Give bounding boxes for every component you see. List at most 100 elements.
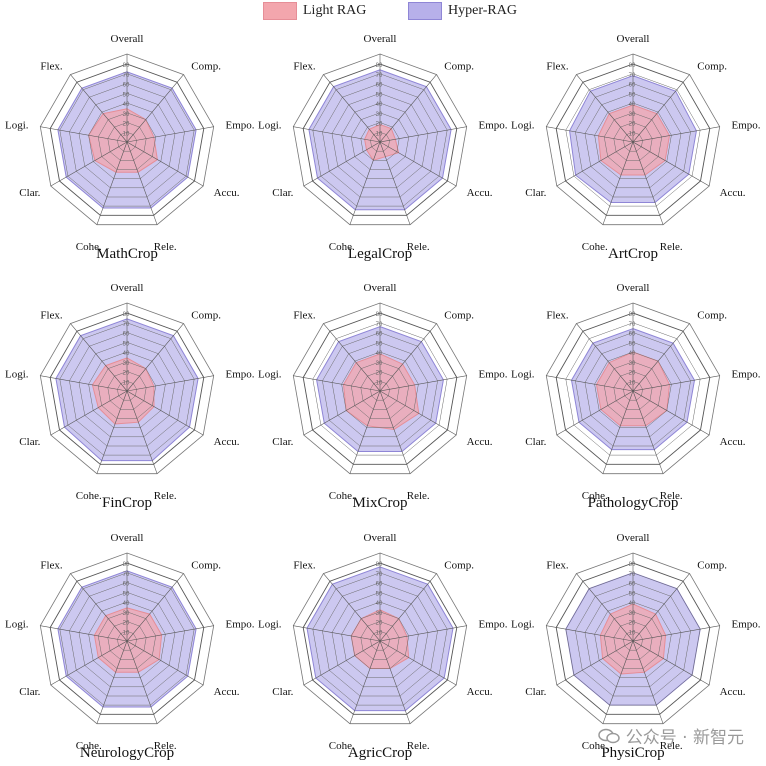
spoke	[50, 390, 128, 436]
grid-ring	[350, 112, 410, 170]
grid-ring	[623, 631, 643, 651]
grid-ring	[331, 342, 429, 438]
grid-ring	[613, 122, 653, 161]
axis-label: Clar.	[19, 187, 40, 199]
axis-label: Accu.	[720, 187, 746, 199]
tick-label: 10	[123, 131, 130, 137]
tick-label: 40	[629, 102, 636, 108]
grid-ring	[117, 381, 137, 401]
spoke	[576, 74, 634, 143]
axis-label: Empo.	[226, 619, 255, 631]
axis-label: Clar.	[525, 436, 546, 448]
grid-ring	[555, 312, 711, 465]
tick-label: 10	[123, 630, 130, 636]
grid-ring	[312, 73, 448, 207]
legend-label-light-rag: Light RAG	[303, 3, 367, 18]
tick-label: 60	[376, 332, 383, 338]
spoke	[632, 640, 664, 724]
spoke	[349, 640, 381, 724]
spoke	[379, 390, 411, 474]
grid-ring	[59, 322, 195, 456]
tick-label: 70	[376, 73, 383, 79]
outer-frame	[39, 53, 215, 226]
radar-chart-agriccrop: Overall Comp. Empo. Accu. Rele. Cohe. Clar. Log…	[258, 532, 508, 761]
spoke	[632, 141, 664, 225]
tick-label: 20	[629, 621, 636, 627]
grid-ring	[575, 332, 691, 447]
spoke	[303, 141, 381, 187]
tick-label: 30	[123, 361, 130, 367]
tick-label: 60	[376, 582, 383, 588]
spoke	[96, 390, 128, 474]
tick-label: 30	[123, 611, 130, 617]
axis-label: Overall	[111, 33, 144, 45]
tick-label: 20	[376, 122, 383, 128]
grid-ring	[49, 312, 205, 465]
grid-ring	[302, 312, 458, 465]
grid-ring	[341, 102, 419, 179]
spoke	[293, 375, 381, 392]
spoke	[293, 126, 381, 143]
axis-label: Flex.	[546, 309, 569, 321]
grid-ring	[623, 381, 643, 401]
spoke	[126, 390, 204, 436]
axis-label: Empo.	[732, 120, 761, 132]
tick-label: 60	[629, 332, 636, 338]
axis-label: Accu.	[467, 436, 493, 448]
axis-label: Rele.	[154, 740, 177, 752]
grid-ring	[312, 572, 448, 706]
tick-label: 30	[629, 112, 636, 118]
grid-ring	[555, 562, 711, 715]
axis-label: Rele.	[660, 490, 683, 502]
grid-ring	[49, 562, 205, 715]
grid-ring	[322, 582, 438, 697]
tick-label: 50	[123, 92, 130, 98]
tick-label: 40	[376, 351, 383, 357]
tick-label: 40	[376, 102, 383, 108]
spoke	[96, 141, 128, 225]
axis-label: Flex.	[40, 60, 63, 72]
chart-title: AgricCrop	[348, 745, 412, 761]
spoke	[546, 126, 634, 143]
spoke	[70, 74, 128, 143]
tick-label: 80	[629, 63, 636, 69]
tick-label: 60	[629, 582, 636, 588]
chart-title: MixCrop	[352, 495, 407, 511]
tick-label: 50	[376, 341, 383, 347]
axis-label: Overall	[617, 532, 650, 544]
spoke	[126, 640, 158, 724]
grid-ring	[78, 342, 176, 438]
tick-label: 10	[629, 380, 636, 386]
tick-label: 80	[376, 312, 383, 318]
grid-ring	[370, 132, 390, 152]
chart-title: LegalCrop	[348, 246, 412, 262]
spoke	[556, 141, 634, 187]
axis-label: Flex.	[546, 60, 569, 72]
axis-label: Comp.	[444, 309, 474, 321]
axis-label: Empo.	[732, 369, 761, 381]
spoke	[126, 323, 184, 392]
grid-ring	[331, 592, 429, 688]
spoke	[632, 390, 710, 436]
axis-label: Clar.	[272, 686, 293, 698]
grid-ring	[370, 381, 390, 401]
spoke	[349, 141, 381, 225]
axis-label: Cohe.	[582, 490, 608, 502]
spoke	[379, 625, 467, 642]
tick-label: 80	[123, 63, 130, 69]
legend-item-hyper-rag: Hyper-RAG	[408, 2, 517, 20]
tick-label: 20	[376, 371, 383, 377]
grid-ring	[584, 342, 682, 438]
axis-label: Comp.	[697, 309, 727, 321]
spoke	[379, 390, 457, 436]
axis-label: Logi.	[511, 369, 535, 381]
axis-label: Cohe.	[76, 490, 102, 502]
grid-ring	[613, 371, 653, 410]
axis-label: Comp.	[191, 60, 221, 72]
grid-ring	[107, 371, 147, 410]
spoke	[126, 573, 184, 642]
series-light-rag	[597, 104, 671, 176]
grid-ring	[331, 93, 429, 189]
spoke	[126, 640, 204, 686]
